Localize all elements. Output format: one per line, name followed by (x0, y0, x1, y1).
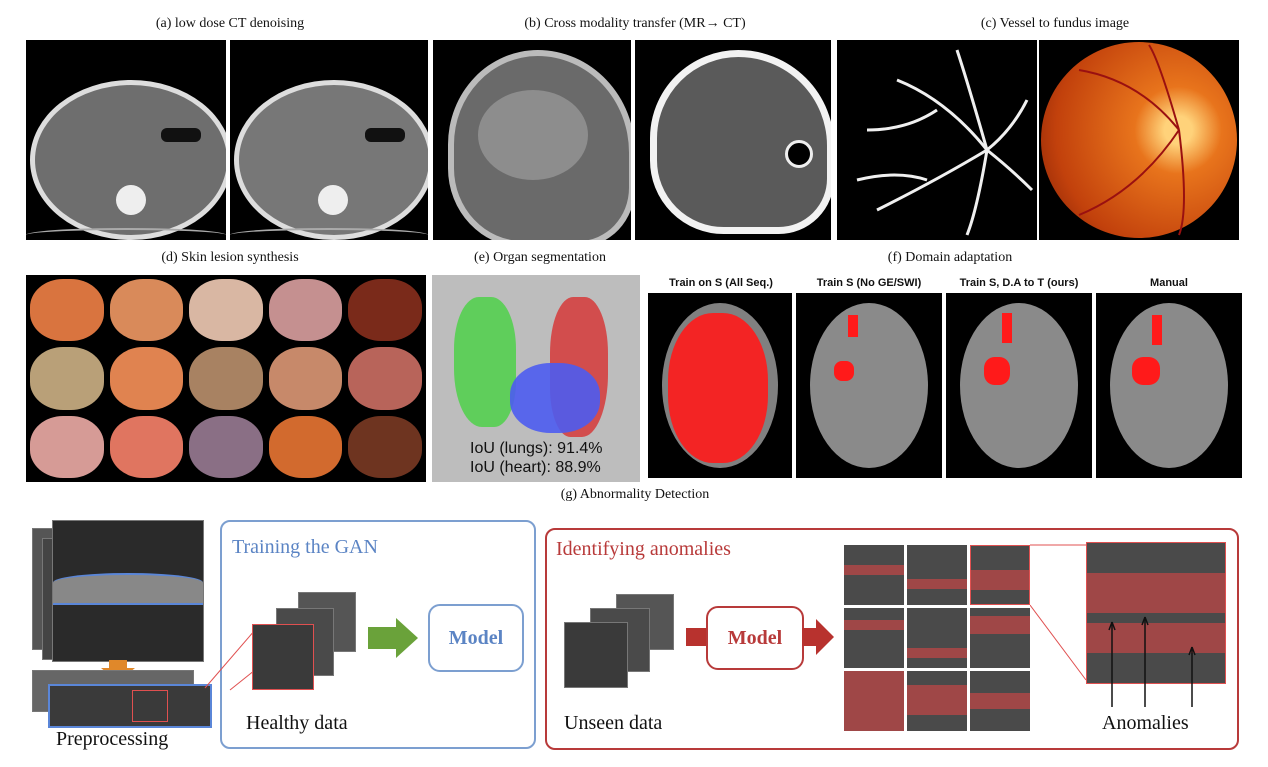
synthetic-ct-image (635, 40, 831, 240)
unseen-patch-front (564, 622, 628, 688)
caption-g: (g) Abnormality Detection (560, 487, 710, 502)
anomaly-pointer-lines (1108, 616, 1196, 707)
preprocessing-label: Preprocessing (56, 728, 169, 750)
red-arrow-head (816, 619, 834, 655)
healthy-patch-front (252, 624, 314, 690)
caption-a: (a) low dose CT denoising (155, 16, 305, 31)
anomalies-label: Anomalies (1102, 712, 1189, 734)
oct-scan (52, 520, 204, 662)
model-label-training: Model (448, 626, 504, 649)
green-arrow-shaft (368, 627, 396, 649)
da-header-3: Train S, D.A to T (ours) (959, 277, 1079, 289)
caption-d: (d) Skin lesion synthesis (161, 250, 299, 265)
da-header-4: Manual (1150, 277, 1188, 289)
caption-c: (c) Vessel to fundus image (980, 16, 1130, 31)
caption-b: (b) Cross modality transfer (MR→ CT) (524, 16, 746, 31)
red-arrow-shaft-1 (686, 628, 708, 646)
da-header-1: Train on S (All Seq.) (669, 277, 773, 289)
da-header-2: Train S (No GE/SWI) (816, 277, 922, 289)
brain-mri-da-ours (946, 293, 1092, 478)
training-title: Training the GAN (232, 536, 378, 558)
vessel-map-image (837, 40, 1037, 240)
left-lung-mask (454, 297, 516, 427)
identify-title: Identifying anomalies (556, 538, 731, 560)
fundus-image (1039, 40, 1239, 240)
red-arrow-shaft-2 (802, 628, 818, 646)
caption-f: (f) Domain adaptation (887, 250, 1013, 265)
heart-mask (510, 363, 600, 433)
ct-denoised-image (230, 40, 428, 240)
model-label-identify: Model (727, 626, 783, 649)
iou-heart-label: IoU (heart): 88.9% (470, 459, 601, 476)
orange-arrow-shaft (109, 660, 127, 670)
skin-lesion-grid (26, 275, 426, 482)
organ-segmentation-image: IoU (lungs): 91.4% IoU (heart): 88.9% (432, 275, 640, 482)
green-arrow-head (396, 618, 418, 658)
model-box-training: Model (428, 604, 524, 672)
unseen-data-label: Unseen data (564, 712, 663, 734)
brain-mri-no-ge-swi (796, 293, 942, 478)
healthy-data-label: Healthy data (246, 712, 348, 734)
caption-e: (e) Organ segmentation (474, 250, 606, 265)
ct-low-dose-image (26, 40, 226, 240)
brain-mri-all-seq (648, 293, 792, 478)
brain-mri-manual (1096, 293, 1242, 478)
model-box-identify: Model (706, 606, 804, 670)
anomaly-map-grid (844, 545, 1030, 731)
mr-image (433, 40, 631, 240)
zoom-lines-anomaly (1030, 544, 1087, 681)
flattened-oct (48, 684, 212, 728)
iou-lungs-label: IoU (lungs): 91.4% (470, 440, 603, 457)
